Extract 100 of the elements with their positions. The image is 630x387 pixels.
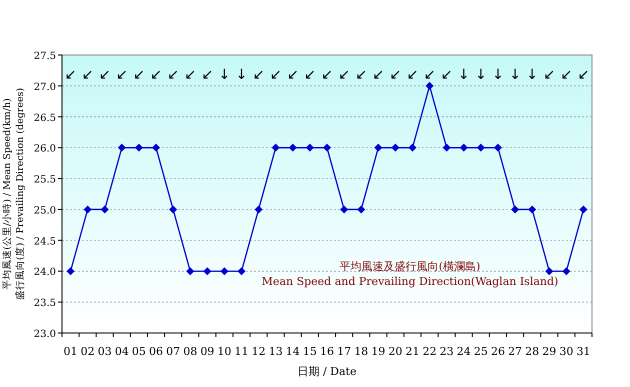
y-tick-label: 24.0 [34, 267, 56, 278]
x-tick-label: 17 [337, 345, 352, 358]
y-axis-title: 平均風速(公里/小時) / Mean Speed(km/h) 盛行風向(度) / Prevailing Direction (degrees) [1, 88, 26, 300]
annotation: ↙ [406, 67, 418, 83]
point [408, 144, 416, 152]
point [238, 267, 246, 276]
point [511, 205, 520, 214]
x-tick-label: 12 [252, 345, 266, 358]
x-tick-label: 04 [114, 345, 129, 358]
annotation: ↓ [475, 67, 487, 83]
point [545, 267, 554, 276]
x-tick-label: 08 [183, 345, 198, 358]
x-tick-label: 31 [576, 345, 590, 358]
point [579, 205, 588, 214]
x-tick-label: 27 [508, 345, 522, 358]
y-tick-label: 23.0 [34, 329, 56, 340]
point [134, 144, 143, 152]
x-tick-label: 20 [388, 345, 402, 358]
annotation: ↙ [543, 67, 556, 83]
point [152, 144, 160, 152]
annotation: ↙ [286, 67, 299, 83]
x-tick-label: 29 [542, 345, 556, 358]
x-tick-label: 10 [217, 345, 232, 358]
annotation: ↙ [98, 67, 111, 83]
x-tick-label: 26 [490, 345, 505, 358]
annotation: ↓ [458, 67, 470, 83]
point [272, 144, 280, 152]
annotation: ↙ [184, 67, 196, 83]
y-tick-label: 27.0 [34, 82, 56, 93]
x-tick-label: 19 [371, 345, 386, 358]
x-tick-label: 21 [405, 345, 420, 358]
point [84, 205, 92, 214]
x-tick-label: 18 [354, 345, 368, 358]
point [100, 205, 109, 214]
x-tick-label: 25 [474, 345, 488, 358]
x-tick-label: 22 [422, 345, 437, 358]
y-tick-label: 26.5 [34, 112, 56, 124]
annotation: ↙ [390, 67, 402, 83]
annotation: ↙ [321, 67, 333, 83]
annotation: ↙ [270, 67, 282, 83]
point [476, 144, 485, 152]
annotation: ↙ [116, 67, 128, 83]
annotation: ↓ [218, 67, 230, 83]
point [494, 144, 502, 152]
x-tick-label: 14 [286, 345, 300, 358]
annotation: ↓ [526, 67, 538, 83]
point [186, 267, 194, 276]
annotation: ↙ [201, 67, 214, 83]
annotation: ↙ [252, 67, 264, 83]
annotation: ↙ [372, 67, 384, 83]
point [460, 144, 468, 152]
x-tick-label: 15 [302, 345, 317, 358]
annotation: ↙ [560, 67, 572, 83]
x-tick-label: 13 [268, 345, 283, 358]
point [118, 144, 126, 152]
point [426, 82, 434, 90]
point [288, 144, 297, 152]
point [169, 205, 178, 214]
x-tick-label: 03 [98, 345, 112, 358]
point [562, 267, 570, 276]
x-tick-label: 07 [166, 345, 180, 358]
text: 平均風速及盛行風向(橫瀾島) [340, 260, 480, 273]
point [374, 144, 382, 152]
x-tick-label: 16 [320, 345, 334, 358]
x-tick-label: 23 [440, 345, 454, 358]
point [66, 267, 75, 276]
annotation: ↓ [509, 67, 521, 83]
x-tick-label: 05 [132, 345, 146, 358]
annotation: ↓ [492, 67, 504, 83]
x-axis-title: 日期 / Date [297, 365, 357, 378]
point [254, 205, 263, 214]
annotation: ↙ [424, 67, 436, 83]
y-tick-label: 23.5 [34, 298, 56, 310]
text: Mean Speed and Prevailing Direction(Waglan Island) [262, 275, 558, 288]
point [306, 144, 314, 152]
y-tick-label: 24.5 [34, 236, 56, 248]
annotation: ↙ [304, 67, 316, 83]
point [442, 144, 451, 152]
annotation: ↙ [64, 67, 76, 83]
annotation: ↓ [236, 67, 248, 83]
x-tick-label: 11 [234, 345, 249, 358]
y-tick-label: 25.0 [34, 205, 56, 216]
x-tick-label: 02 [80, 345, 95, 358]
x-tick-label: 24 [456, 345, 471, 358]
point [323, 144, 331, 152]
annotation: ↙ [338, 67, 350, 83]
point [340, 205, 348, 214]
y-tick-label: 27.5 [34, 51, 56, 62]
x-tick-label: 01 [64, 345, 78, 358]
annotation: ↙ [133, 67, 145, 83]
point [220, 267, 228, 276]
annotation: ↙ [167, 67, 179, 83]
point [528, 205, 536, 214]
x-tick-label: 09 [200, 345, 214, 358]
annotation: ↙ [440, 67, 453, 83]
annotation: ↙ [578, 67, 590, 83]
x-tick-label: 06 [149, 345, 164, 358]
x-tick-label: 28 [525, 345, 540, 358]
y-tick-label: 25.5 [34, 174, 56, 186]
point [391, 144, 400, 152]
